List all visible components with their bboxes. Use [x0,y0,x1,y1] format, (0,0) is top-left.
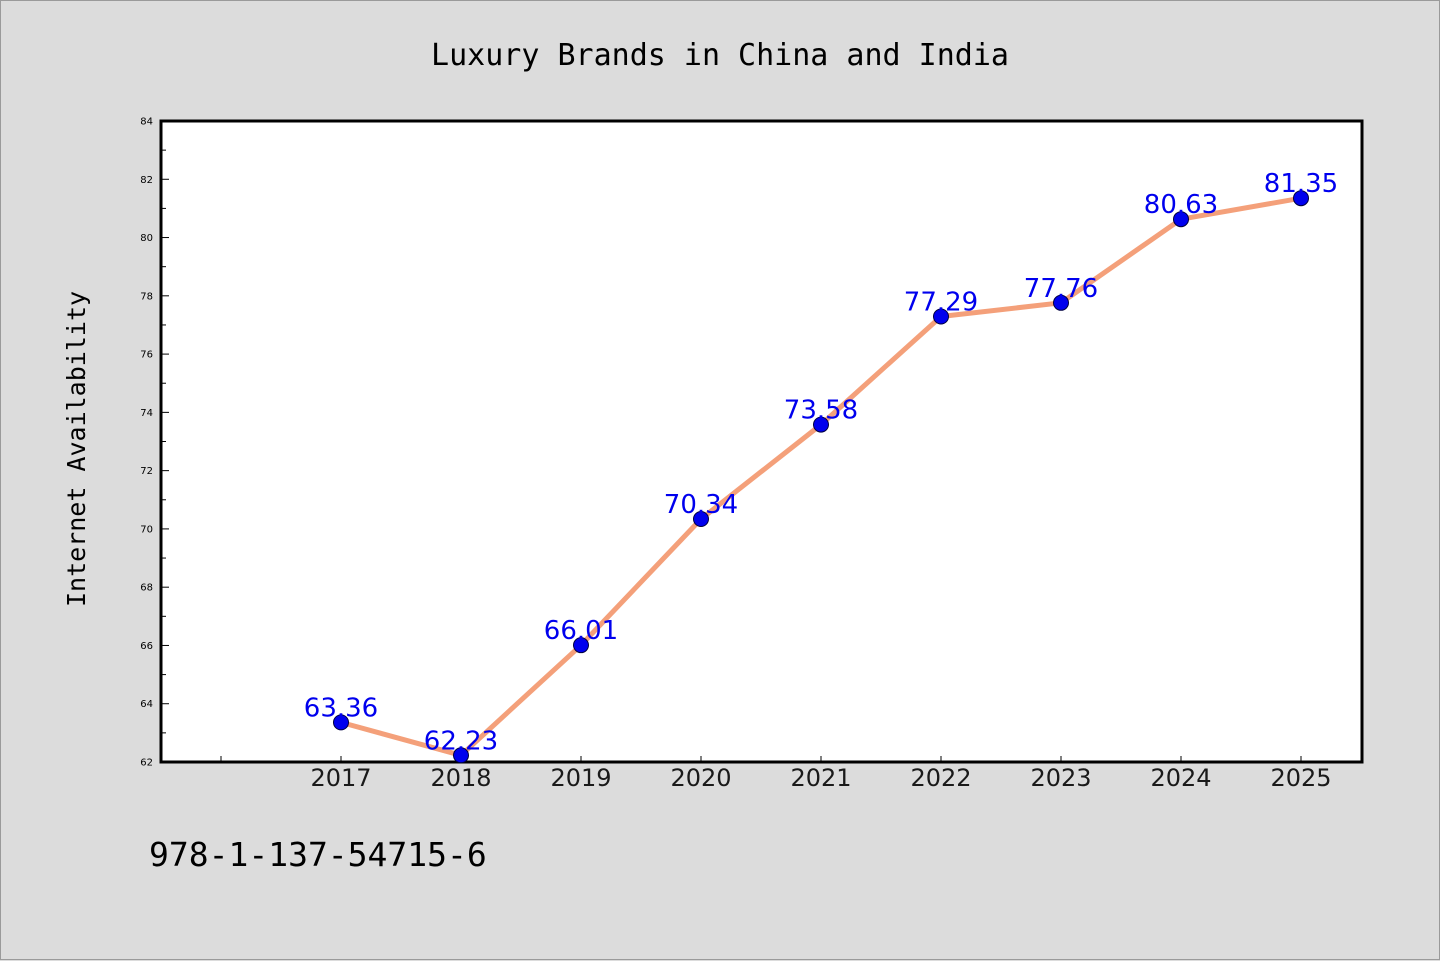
data-point-marker [1173,211,1189,228]
data-point-label: 77.29 [904,288,978,318]
y-tick-label: 70 [140,524,153,535]
data-point-marker [693,511,709,528]
data-point-marker [453,747,469,764]
x-tick-label: 2023 [1030,764,1091,792]
x-tick-label: 2018 [430,764,491,792]
y-tick-label: 66 [140,641,153,652]
x-tick-label: 2022 [910,764,971,792]
y-tick-label: 82 [140,175,153,186]
plot-area [159,119,1364,764]
data-point-label: 62.23 [424,726,498,756]
data-point-label: 77.76 [1024,274,1098,304]
y-tick-label: 78 [140,291,153,302]
data-point-label: 70.34 [664,490,738,520]
y-tick-label: 76 [140,350,153,361]
data-point-label: 63.36 [304,693,378,723]
data-point-marker [813,416,829,433]
data-point-label: 66.01 [544,616,618,646]
marker-group [333,190,1309,764]
y-tick-label: 68 [140,583,153,594]
x-tick-label: 2020 [670,764,731,792]
x-tick-label: 2019 [550,764,611,792]
y-tick-label: 72 [140,466,153,477]
x-tick-label: 2021 [790,764,851,792]
chart-title: Luxury Brands in China and India [431,38,1009,73]
data-point-label: 81.35 [1264,169,1338,199]
x-axis: 2017 2018 2019 2020 2021 2022 2023 2024 2025 [220,756,1332,792]
data-point-marker [573,637,589,654]
y-tick-label: 84 [140,117,153,128]
x-tick-label: 2017 [310,764,371,792]
x-tick-label: 2025 [1270,764,1331,792]
x-tick-label: 2024 [1150,764,1211,792]
y-tick-label: 64 [140,699,153,710]
data-point-marker [933,308,949,325]
data-point-label: 80.63 [1144,190,1218,220]
data-label-group: 63.36 62.23 66.01 70.34 73.58 77.29 77.76 80.63… [304,169,1338,756]
y-tick-label: 80 [140,233,153,244]
y-axis: 62 64 66 68 70 72 74 76 78 80 82 84 [140,117,169,769]
y-axis-label: Internet Availability [62,291,91,607]
y-tick-label: 62 [140,758,153,769]
isbn-text: 978-1-137-54715-6 [149,835,487,874]
y-tick-label: 74 [140,408,153,419]
data-point-marker [333,714,349,731]
data-point-marker [1293,190,1309,207]
data-point-marker [1053,294,1069,311]
data-point-label: 73.58 [784,396,858,426]
